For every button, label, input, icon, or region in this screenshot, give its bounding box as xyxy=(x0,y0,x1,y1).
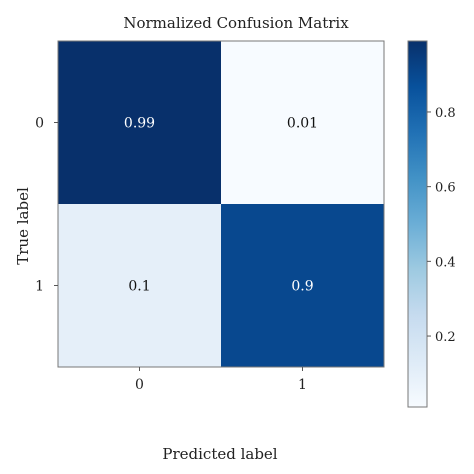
heatmap-cell-0-0 xyxy=(58,41,221,204)
colorbar-tick-label: 0.6 xyxy=(435,181,456,196)
colorbar-tick-label: 0.4 xyxy=(435,255,456,270)
colorbar: 0.2 0.4 0.6 0.8 xyxy=(407,40,456,408)
heatmap-cell-1-1 xyxy=(221,204,384,367)
colorbar-gradient xyxy=(407,40,428,408)
cell-value-label: 0.9 xyxy=(291,279,313,295)
x-axis-label: Predicted label xyxy=(162,445,277,463)
heatmap-cells: 0.99 0.01 0.1 0.9 xyxy=(57,40,385,368)
cell-value-label: 0.01 xyxy=(287,116,318,132)
plot-frame xyxy=(57,40,385,368)
colorbar-tick-label: 0.8 xyxy=(435,106,456,121)
x-tick-label: 1 xyxy=(298,377,307,393)
y-tick-label: 1 xyxy=(35,279,44,295)
colorbar-tick-label: 0.2 xyxy=(435,330,456,345)
x-tick-label: 0 xyxy=(135,377,144,393)
y-axis-label: True label xyxy=(14,187,32,265)
heatmap-cell-0-1 xyxy=(221,41,384,204)
cell-value-label: 0.1 xyxy=(128,279,150,295)
y-tick-label: 0 xyxy=(35,116,44,132)
heatmap-cell-1-0 xyxy=(58,204,221,367)
chart-title: Normalized Confusion Matrix xyxy=(123,14,349,32)
y-axis-ticks: 01 xyxy=(35,116,58,295)
cell-value-label: 0.99 xyxy=(124,116,155,132)
